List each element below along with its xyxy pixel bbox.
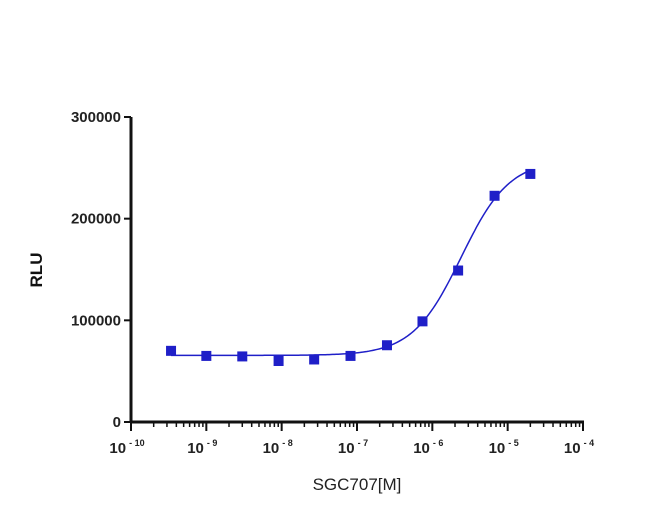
- x-tick-exponent: - 6: [433, 438, 444, 448]
- x-tick-exponent: - 4: [584, 438, 595, 448]
- x-tick-label: 10- 6: [413, 438, 443, 457]
- x-axis-label: SGC707[M]: [313, 475, 402, 494]
- data-point: [273, 356, 284, 366]
- x-tick-label: 10- 5: [489, 438, 519, 457]
- y-tick-label: 300000: [71, 109, 121, 126]
- data-point: [453, 265, 464, 276]
- x-tick-base: 10: [413, 440, 430, 457]
- x-tick-exponent: - 10: [129, 438, 145, 448]
- fit-curve-group: [171, 169, 531, 357]
- data-point: [345, 350, 356, 361]
- axes: [129, 117, 584, 424]
- x-tick-label: 10- 8: [263, 438, 293, 457]
- y-axis-label: RLU: [27, 253, 46, 288]
- fit-curve: [171, 169, 531, 357]
- data-point: [381, 340, 392, 351]
- data-point: [201, 350, 212, 361]
- data-point: [417, 316, 428, 327]
- y-tick-label: 200000: [71, 211, 121, 228]
- y-tick-label: 0: [113, 414, 121, 431]
- x-tick-label: 10- 10: [109, 438, 144, 457]
- x-tick-base: 10: [564, 440, 581, 457]
- data-point: [489, 190, 500, 201]
- x-tick-label: 10- 4: [564, 438, 594, 457]
- x-tick-exponent: - 5: [508, 438, 519, 448]
- x-tick-base: 10: [187, 440, 204, 457]
- x-tick-exponent: - 9: [207, 438, 218, 448]
- data-points: [166, 168, 536, 366]
- x-tick-base: 10: [338, 440, 355, 457]
- x-tick-label: 10- 7: [338, 438, 368, 457]
- x-tick-base: 10: [109, 440, 126, 457]
- y-tick-label: 100000: [71, 312, 121, 329]
- data-point: [237, 351, 248, 362]
- x-tick-exponent: - 8: [282, 438, 293, 448]
- data-point: [309, 354, 320, 365]
- data-point: [166, 345, 177, 356]
- x-tick-exponent: - 7: [358, 438, 369, 448]
- x-tick-base: 10: [263, 440, 280, 457]
- data-point: [525, 168, 536, 179]
- x-tick-label: 10- 9: [187, 438, 217, 457]
- x-tick-base: 10: [489, 440, 506, 457]
